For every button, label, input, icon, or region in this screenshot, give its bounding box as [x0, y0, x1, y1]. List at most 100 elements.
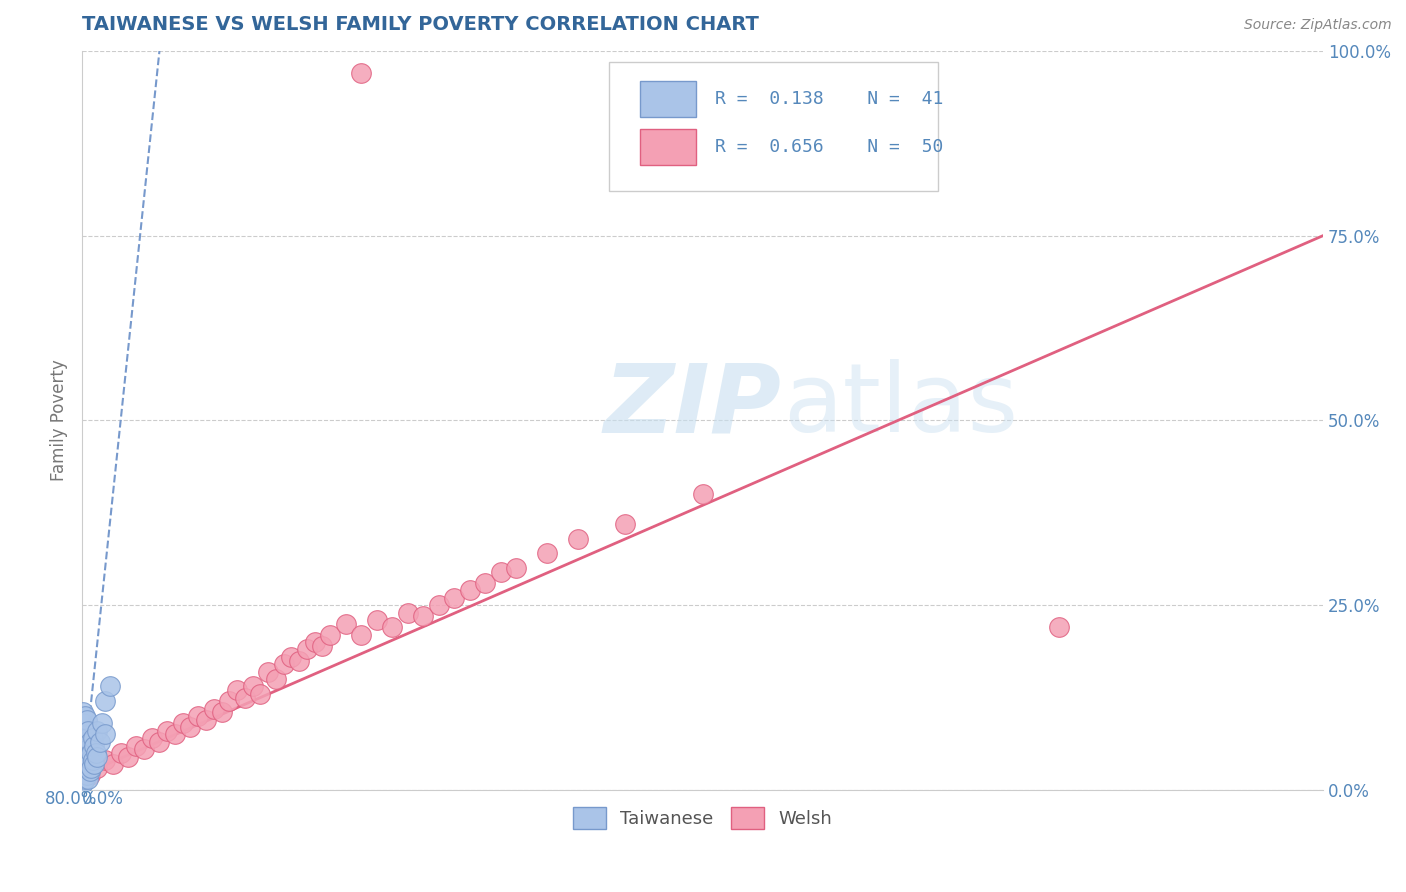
Point: [226, 683, 249, 698]
FancyBboxPatch shape: [609, 62, 938, 191]
Text: 80.0%: 80.0%: [45, 790, 97, 808]
Point: [474, 576, 496, 591]
Point: [692, 487, 714, 501]
Point: [427, 598, 450, 612]
Point: [381, 620, 404, 634]
Point: [73, 723, 96, 738]
Point: [218, 694, 240, 708]
Point: [80, 746, 103, 760]
Point: [72, 746, 94, 760]
Point: [536, 546, 558, 560]
Point: [79, 735, 101, 749]
Point: [77, 723, 100, 738]
Point: [505, 561, 527, 575]
Point: [249, 687, 271, 701]
Point: [72, 775, 94, 789]
Point: [125, 739, 148, 753]
Point: [1047, 620, 1070, 634]
Point: [233, 690, 256, 705]
Point: [72, 727, 94, 741]
Point: [458, 583, 481, 598]
Point: [264, 672, 287, 686]
Point: [80, 761, 103, 775]
Point: [73, 761, 96, 775]
Text: Source: ZipAtlas.com: Source: ZipAtlas.com: [1244, 18, 1392, 32]
Point: [91, 716, 114, 731]
Point: [76, 768, 98, 782]
Legend: Taiwanese, Welsh: Taiwanese, Welsh: [565, 800, 839, 837]
Point: [82, 753, 104, 767]
Point: [187, 709, 209, 723]
FancyBboxPatch shape: [641, 129, 696, 165]
Point: [73, 749, 96, 764]
Point: [148, 735, 170, 749]
Point: [396, 606, 419, 620]
Point: [89, 735, 111, 749]
Point: [335, 616, 357, 631]
Point: [273, 657, 295, 672]
Point: [412, 609, 434, 624]
Point: [443, 591, 465, 605]
Point: [77, 761, 100, 775]
Point: [72, 739, 94, 753]
Text: ZIP: ZIP: [603, 359, 782, 452]
Point: [94, 753, 117, 767]
Point: [304, 635, 326, 649]
Point: [110, 746, 132, 760]
Point: [73, 739, 96, 753]
Point: [489, 565, 512, 579]
Point: [101, 757, 124, 772]
Point: [257, 665, 280, 679]
Point: [76, 746, 98, 760]
Point: [202, 701, 225, 715]
Point: [319, 628, 342, 642]
Point: [613, 516, 636, 531]
Point: [567, 532, 589, 546]
Point: [242, 680, 264, 694]
Point: [295, 642, 318, 657]
Text: R =  0.656    N =  50: R = 0.656 N = 50: [714, 138, 943, 156]
Point: [98, 680, 121, 694]
Text: atlas: atlas: [783, 359, 1018, 452]
Point: [79, 768, 101, 782]
Point: [350, 628, 373, 642]
Point: [86, 749, 108, 764]
Text: TAIWANESE VS WELSH FAMILY POVERTY CORRELATION CHART: TAIWANESE VS WELSH FAMILY POVERTY CORREL…: [82, 15, 759, 34]
Point: [77, 742, 100, 756]
Point: [280, 649, 302, 664]
Point: [156, 723, 179, 738]
Point: [311, 639, 333, 653]
Point: [72, 716, 94, 731]
Point: [84, 746, 107, 760]
Point: [94, 694, 117, 708]
Point: [94, 727, 117, 741]
Point: [79, 764, 101, 779]
Point: [79, 753, 101, 767]
Point: [117, 749, 139, 764]
Point: [179, 720, 201, 734]
Point: [73, 772, 96, 786]
Point: [141, 731, 163, 746]
Point: [76, 731, 98, 746]
Point: [72, 761, 94, 775]
Point: [72, 768, 94, 782]
Point: [350, 66, 373, 80]
Point: [82, 731, 104, 746]
Point: [86, 723, 108, 738]
Point: [83, 739, 105, 753]
Point: [72, 706, 94, 720]
Text: 0.0%: 0.0%: [82, 790, 124, 808]
Point: [288, 654, 311, 668]
Point: [132, 742, 155, 756]
Point: [76, 713, 98, 727]
Point: [76, 757, 98, 772]
Point: [366, 613, 388, 627]
Point: [72, 753, 94, 767]
Point: [83, 757, 105, 772]
Point: [86, 761, 108, 775]
Point: [163, 727, 186, 741]
Point: [73, 709, 96, 723]
Point: [172, 716, 194, 731]
Point: [211, 706, 233, 720]
Y-axis label: Family Poverty: Family Poverty: [51, 359, 67, 482]
